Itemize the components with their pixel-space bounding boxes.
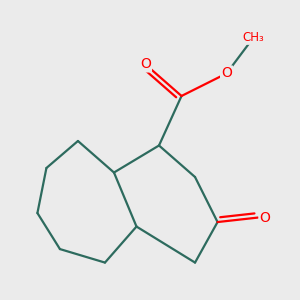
Text: O: O <box>140 57 151 71</box>
Text: O: O <box>221 66 232 80</box>
Text: O: O <box>260 211 270 225</box>
Text: CH₃: CH₃ <box>243 31 265 44</box>
